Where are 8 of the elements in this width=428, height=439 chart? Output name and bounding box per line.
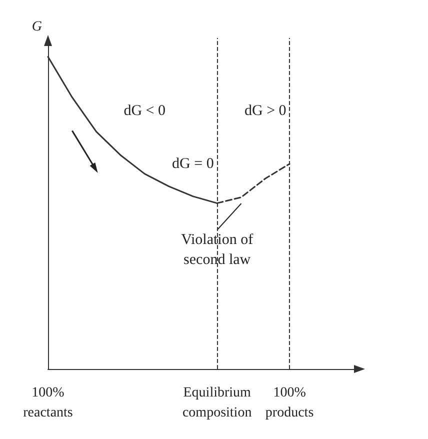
y-axis-title: G [32,20,42,34]
annotation: Violation of second law [181,232,254,268]
annotation: dG = 0 [172,156,214,172]
x-tick-label: Equilibrium composition [182,386,252,420]
x-tick-label: 100% reactants [23,386,73,420]
annotation: dG < 0 [124,102,166,119]
x-tick-label: 100% products [265,386,314,420]
annotation: dG > 0 [244,102,286,119]
